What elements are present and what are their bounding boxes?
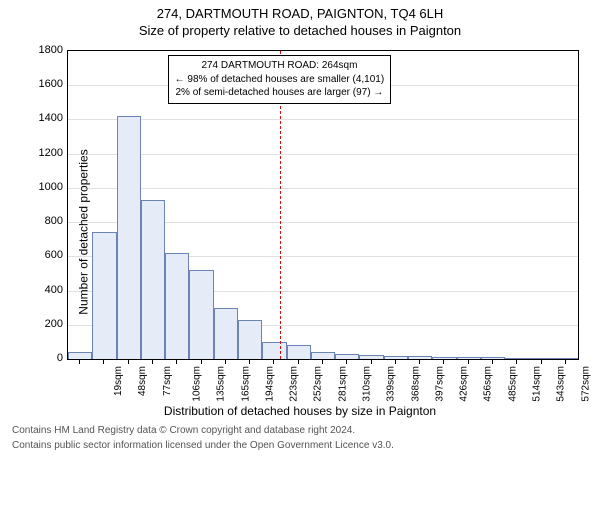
gridline — [68, 119, 578, 120]
x-tick-label: 310sqm — [362, 366, 373, 402]
x-tick-label: 48sqm — [137, 366, 148, 396]
annotation-line-2: ← 98% of detached houses are smaller (4,… — [175, 73, 385, 87]
histogram-bar — [554, 358, 578, 359]
x-axis-label: Distribution of detached houses by size … — [5, 404, 595, 418]
x-tick-mark — [176, 360, 177, 364]
x-tick-label: 165sqm — [240, 366, 251, 402]
gridline — [68, 154, 578, 155]
x-tick-label: 426sqm — [459, 366, 470, 402]
x-tick-mark — [322, 360, 323, 364]
x-tick-mark — [249, 360, 250, 364]
x-tick-label: 252sqm — [313, 366, 324, 402]
y-tick-label: 600 — [23, 249, 63, 261]
x-tick-mark — [395, 360, 396, 364]
y-tick-label: 1800 — [23, 44, 63, 56]
histogram-bar — [359, 355, 383, 359]
histogram-bar — [481, 357, 505, 359]
y-tick-label: 400 — [23, 284, 63, 296]
x-tick-label: 135sqm — [216, 366, 227, 402]
x-tick-label: 514sqm — [532, 366, 543, 402]
histogram-bar — [165, 253, 189, 359]
x-tick-mark — [371, 360, 372, 364]
x-tick-mark — [152, 360, 153, 364]
chart-title-sub: Size of property relative to detached ho… — [0, 23, 600, 38]
x-tick-mark — [492, 360, 493, 364]
y-tick-label: 800 — [23, 215, 63, 227]
histogram-bar — [262, 342, 286, 359]
x-tick-mark — [419, 360, 420, 364]
x-tick-label: 543sqm — [556, 366, 567, 402]
x-tick-mark — [298, 360, 299, 364]
annotation-line-1: 274 DARTMOUTH ROAD: 264sqm — [175, 59, 385, 73]
histogram-bar — [92, 232, 116, 359]
chart-title-main: 274, DARTMOUTH ROAD, PAIGNTON, TQ4 6LH — [0, 6, 600, 21]
copyright-line-2: Contains public sector information licen… — [12, 439, 600, 452]
chart-container: Number of detached properties 274 DARTMO… — [5, 42, 595, 422]
x-tick-mark — [516, 360, 517, 364]
y-tick-label: 1400 — [23, 112, 63, 124]
y-tick-label: 1600 — [23, 78, 63, 90]
y-tick-label: 0 — [23, 352, 63, 364]
histogram-bar — [529, 358, 553, 359]
copyright-line-1: Contains HM Land Registry data © Crown c… — [12, 424, 600, 437]
x-tick-label: 19sqm — [113, 366, 124, 396]
histogram-bar — [287, 345, 311, 359]
histogram-bar — [505, 358, 529, 359]
plot-area: 274 DARTMOUTH ROAD: 264sqm ← 98% of deta… — [67, 50, 579, 360]
histogram-bar — [117, 116, 141, 359]
x-tick-label: 397sqm — [434, 366, 445, 402]
x-tick-label: 485sqm — [507, 366, 518, 402]
x-tick-label: 194sqm — [264, 366, 275, 402]
x-tick-mark — [225, 360, 226, 364]
x-tick-label: 572sqm — [580, 366, 591, 402]
x-tick-mark — [346, 360, 347, 364]
histogram-bar — [189, 270, 213, 359]
x-tick-label: 368sqm — [410, 366, 421, 402]
histogram-bar — [214, 308, 238, 359]
x-tick-label: 223sqm — [289, 366, 300, 402]
x-tick-mark — [103, 360, 104, 364]
x-tick-label: 106sqm — [192, 366, 203, 402]
x-tick-mark — [565, 360, 566, 364]
x-tick-mark — [79, 360, 80, 364]
x-tick-mark — [273, 360, 274, 364]
x-tick-label: 339sqm — [386, 366, 397, 402]
histogram-bar — [311, 352, 335, 359]
histogram-bar — [432, 357, 456, 359]
histogram-bar — [238, 320, 262, 359]
gridline — [68, 188, 578, 189]
annotation-box: 274 DARTMOUTH ROAD: 264sqm ← 98% of deta… — [168, 55, 392, 104]
y-tick-label: 1200 — [23, 147, 63, 159]
x-tick-mark — [128, 360, 129, 364]
x-tick-mark — [468, 360, 469, 364]
y-tick-label: 1000 — [23, 181, 63, 193]
y-tick-label: 200 — [23, 318, 63, 330]
annotation-line-3: 2% of semi-detached houses are larger (9… — [175, 86, 385, 100]
x-tick-mark — [443, 360, 444, 364]
histogram-bar — [457, 357, 481, 359]
histogram-bar — [384, 356, 408, 359]
x-tick-mark — [541, 360, 542, 364]
histogram-bar — [335, 354, 359, 359]
x-tick-label: 281sqm — [337, 366, 348, 402]
histogram-bar — [141, 200, 165, 359]
histogram-bar — [68, 352, 92, 359]
x-tick-label: 456sqm — [483, 366, 494, 402]
x-tick-label: 77sqm — [162, 366, 173, 396]
histogram-bar — [408, 356, 432, 359]
x-tick-mark — [201, 360, 202, 364]
